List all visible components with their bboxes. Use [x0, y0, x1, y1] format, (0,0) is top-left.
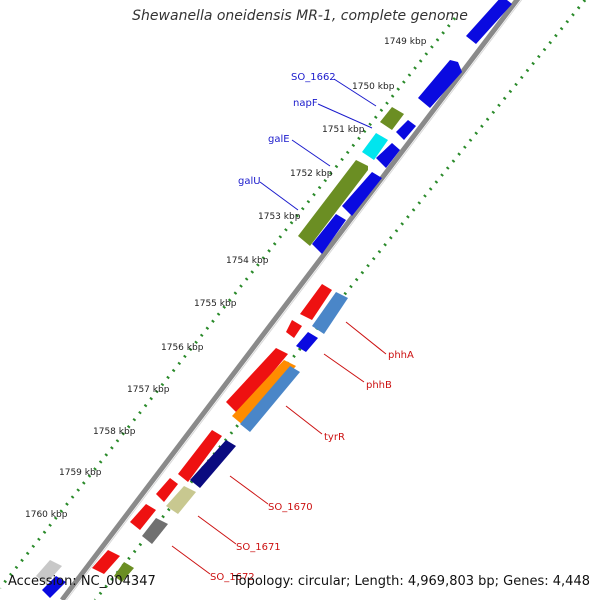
gene-label-so1671: SO_1671 — [236, 542, 281, 553]
gene-label-phha: phhA — [388, 350, 414, 361]
kbp-label: 1755 kbp — [194, 299, 237, 309]
gene-feature-steelblue — [312, 292, 348, 334]
kbp-label: 1752 kbp — [290, 169, 333, 179]
gene-feature-red — [156, 478, 178, 502]
genome-summary-text: Topology: circular; Length: 4,969,803 bp… — [232, 574, 590, 589]
gene-label-tyrr: tyrR — [324, 432, 345, 443]
gene-feature-red — [92, 550, 120, 574]
gene-feature-orange — [232, 360, 296, 426]
kbp-label: 1757 kbp — [127, 385, 170, 395]
gene-feature-blue — [466, 0, 512, 44]
kbp-scale: 1749 kbp 1750 kbp 1751 kbp 1752 kbp 1753… — [25, 37, 427, 520]
kbp-label: 1753 kbp — [258, 212, 301, 222]
kbp-label: 1759 kbp — [59, 468, 102, 478]
gene-feature-navy — [190, 440, 236, 488]
gene-feature-steelblue — [240, 366, 300, 432]
gene-feature-red — [286, 320, 302, 338]
gene-label-napf: napF — [293, 98, 318, 109]
gene-feature-red — [130, 504, 156, 530]
kbp-label: 1749 kbp — [384, 37, 427, 47]
gene-feature-red — [300, 284, 332, 320]
gene-labels-left: SO_1662 napF galE galU — [238, 72, 377, 211]
kbp-label: 1758 kbp — [93, 427, 136, 437]
gene-feature-blue — [396, 120, 416, 140]
accession-text: Accession: NC_004347 — [8, 574, 156, 589]
gene-feature-blue — [376, 143, 400, 168]
gene-label-galu: galU — [238, 176, 261, 187]
kbp-label: 1754 kbp — [226, 256, 269, 266]
gene-feature-blue — [342, 172, 382, 216]
kbp-label: 1760 kbp — [25, 510, 68, 520]
gene-label-so1670: SO_1670 — [268, 502, 313, 513]
kbp-label: 1756 kbp — [161, 343, 204, 353]
gene-feature-blue — [418, 60, 462, 108]
gene-feature-cyan — [362, 133, 388, 160]
gene-feature-blue — [296, 332, 318, 352]
gene-feature-gray — [142, 518, 168, 544]
gene-feature-blue — [42, 576, 66, 598]
gene-features — [36, 0, 512, 598]
gene-feature-olive — [114, 562, 134, 582]
gene-feature-olive — [298, 160, 368, 246]
gene-feature-red — [226, 348, 288, 414]
gene-feature-olive — [380, 107, 404, 130]
gene-feature-silver — [36, 560, 62, 584]
genome-backbone — [60, 0, 523, 600]
gene-feature-red — [178, 430, 222, 482]
kbp-label: 1751 kbp — [322, 125, 365, 135]
gene-label-gale: galE — [268, 134, 290, 145]
map-title: Shewanella oneidensis MR-1, complete gen… — [132, 8, 468, 24]
gene-label-so1662: SO_1662 — [291, 72, 336, 83]
gene-labels-right: phhA phhB tyrR SO_1670 SO_1671 SO_1672 — [171, 321, 414, 583]
gene-feature-khaki — [166, 486, 196, 514]
gene-label-phhb: phhB — [366, 380, 392, 391]
kbp-label: 1750 kbp — [352, 82, 395, 92]
gene-label-so1672: SO_1672 — [210, 572, 255, 583]
gene-feature-blue — [312, 214, 346, 254]
